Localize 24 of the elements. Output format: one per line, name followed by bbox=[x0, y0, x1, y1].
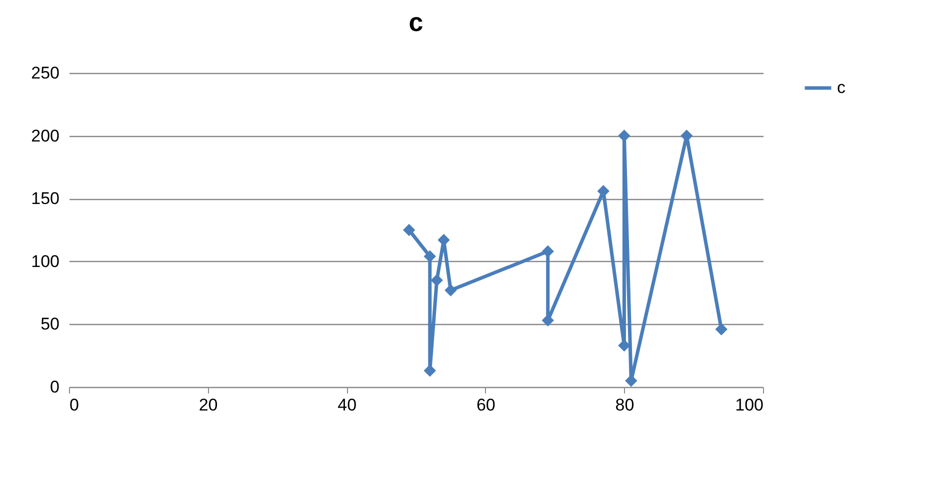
y-tick-label: 50 bbox=[40, 314, 60, 334]
x-tick-label: 80 bbox=[615, 396, 634, 414]
x-tick-label: 60 bbox=[476, 396, 496, 414]
x-tick-label: 0 bbox=[70, 396, 79, 414]
legend-label: c bbox=[837, 78, 846, 97]
point bbox=[542, 245, 554, 258]
y-tick-label: 200 bbox=[31, 126, 60, 146]
point bbox=[424, 250, 436, 262]
point bbox=[430, 274, 443, 286]
point bbox=[625, 374, 638, 387]
y-tick-label: 0 bbox=[50, 378, 60, 396]
point bbox=[444, 284, 457, 296]
chart-title: c bbox=[408, 7, 424, 37]
point bbox=[402, 224, 416, 236]
y-tick-label: 100 bbox=[31, 252, 60, 271]
x-tick-label: 20 bbox=[198, 396, 218, 414]
x-tick-label: 40 bbox=[338, 396, 357, 414]
x-tick-label: 100 bbox=[735, 396, 764, 414]
point bbox=[424, 364, 436, 377]
y-tick-label: 250 bbox=[31, 64, 60, 82]
point bbox=[618, 130, 630, 142]
point bbox=[542, 314, 554, 327]
point bbox=[715, 323, 728, 336]
y-tick-label: 150 bbox=[31, 189, 60, 208]
